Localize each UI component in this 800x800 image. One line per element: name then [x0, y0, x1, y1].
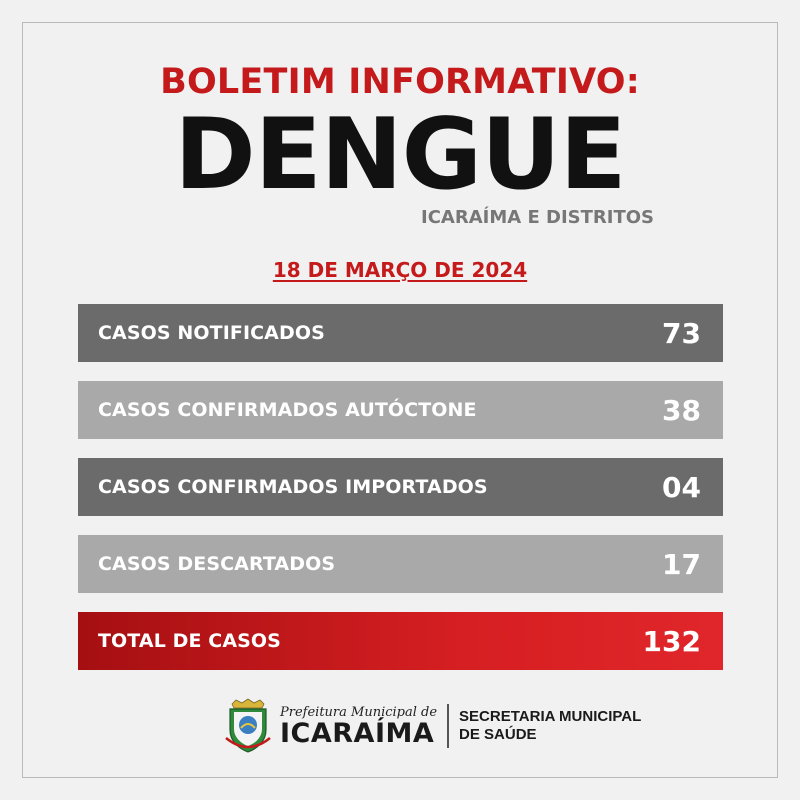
bulletin-title: BOLETIM INFORMATIVO:	[160, 62, 640, 102]
municipal-coat-of-arms-icon	[225, 698, 271, 753]
footer-divider	[447, 704, 450, 748]
row-confirmed-imported: CASOS CONFIRMADOS IMPORTADOS 04	[78, 458, 723, 516]
date-text: 18 DE MARÇO DE 2024	[272, 258, 528, 282]
region-subtitle: ICARAÍMA E DISTRITOS	[421, 207, 654, 228]
case-table: CASOS NOTIFICADOS 73 CASOS CONFIRMADOS A…	[78, 304, 723, 689]
row-notified: CASOS NOTIFICADOS 73	[78, 304, 723, 362]
row-label: TOTAL DE CASOS	[98, 630, 281, 652]
row-discarded: CASOS DESCARTADOS 17	[78, 535, 723, 593]
prefecture-script-label: Prefeitura Municipal de	[280, 704, 438, 720]
secretariat-line-1: SECRETARIA MUNICIPAL	[459, 708, 642, 725]
row-label: CASOS CONFIRMADOS IMPORTADOS	[98, 476, 488, 498]
page-frame	[22, 22, 778, 778]
row-value: 04	[662, 470, 701, 504]
row-value: 17	[662, 547, 701, 581]
health-secretariat: SECRETARIA MUNICIPAL DE SAÚDE	[459, 708, 641, 744]
bulletin-date: 18 DE MARÇO DE 2024	[0, 258, 800, 282]
row-label: CASOS CONFIRMADOS AUTÓCTONE	[98, 399, 477, 421]
row-label: CASOS DESCARTADOS	[98, 553, 336, 575]
row-value: 38	[662, 393, 701, 427]
footer-logos: Prefeitura Municipal de ICARAÍMA SECRETA…	[222, 696, 641, 756]
row-label: CASOS NOTIFICADOS	[98, 322, 325, 344]
row-total: TOTAL DE CASOS 132	[78, 612, 723, 670]
row-value: 132	[642, 624, 701, 658]
row-value: 73	[662, 316, 701, 350]
secretariat-line-2: DE SAÚDE	[459, 726, 537, 743]
row-confirmed-autochthonous: CASOS CONFIRMADOS AUTÓCTONE 38	[78, 381, 723, 439]
city-name: ICARAÍMA	[280, 717, 435, 749]
prefecture-name: Prefeitura Municipal de ICARAÍMA	[280, 705, 437, 748]
disease-title: DENGUE	[174, 98, 626, 212]
